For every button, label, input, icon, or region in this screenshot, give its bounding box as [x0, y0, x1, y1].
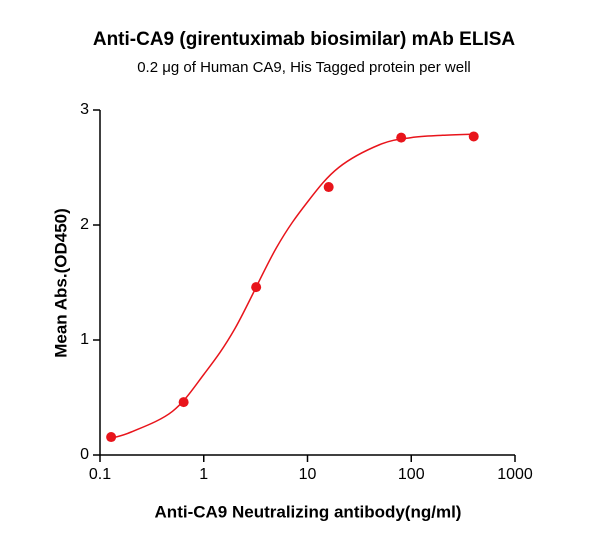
y-tick-label: 3 — [80, 101, 89, 118]
x-tick-label: 100 — [398, 466, 425, 483]
x-tick-label: 1000 — [497, 466, 533, 483]
y-tick-label: 1 — [80, 331, 89, 348]
x-axis-label: Anti-CA9 Neutralizing antibody(ng/ml) — [155, 502, 462, 521]
x-tick-label: 0.1 — [89, 466, 111, 483]
y-tick-label: 2 — [80, 216, 89, 233]
x-tick-label: 1 — [199, 466, 208, 483]
chart-subtitle: 0.2 μg of Human CA9, His Tagged protein … — [137, 59, 471, 76]
fit-curve — [107, 133, 474, 440]
data-point — [468, 131, 479, 142]
data-point — [396, 132, 407, 143]
data-point — [178, 397, 189, 408]
data-point — [323, 182, 334, 193]
y-tick-label: 0 — [80, 446, 89, 463]
x-tick-label: 10 — [299, 466, 317, 483]
data-point — [251, 282, 262, 293]
y-axis-label: Mean Abs.(OD450) — [51, 208, 70, 358]
data-point — [106, 432, 117, 443]
chart-title: Anti-CA9 (girentuximab biosimilar) mAb E… — [93, 29, 516, 50]
